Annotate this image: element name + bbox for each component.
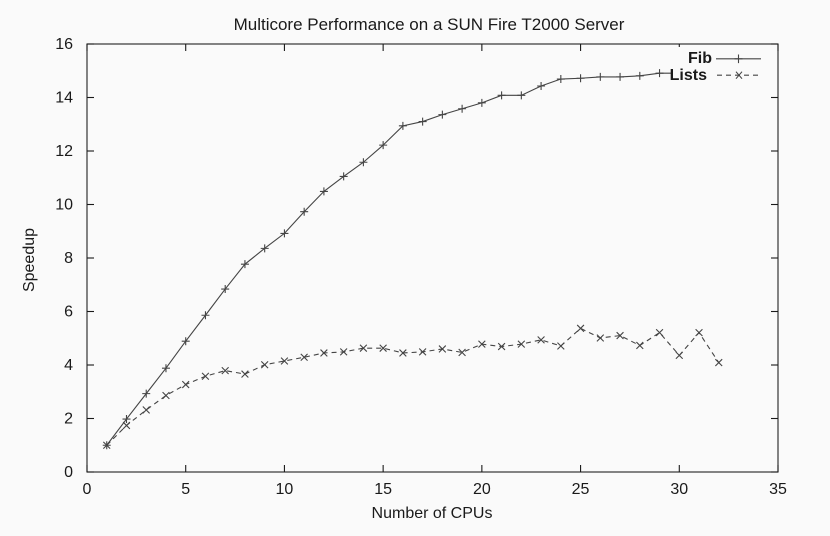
svg-text:4: 4 [64,357,73,374]
svg-text:25: 25 [572,481,590,498]
svg-text:6: 6 [64,304,73,321]
svg-text:0: 0 [83,481,92,498]
svg-text:10: 10 [276,481,294,498]
svg-text:14: 14 [55,90,73,107]
svg-text:Lists: Lists [670,67,707,84]
svg-text:Number of CPUs: Number of CPUs [372,505,493,522]
svg-text:12: 12 [55,143,73,160]
svg-text:20: 20 [473,481,491,498]
svg-text:35: 35 [769,481,787,498]
svg-text:10: 10 [55,197,73,214]
svg-text:0: 0 [64,464,73,481]
svg-text:Multicore Performance on a SUN: Multicore Performance on a SUN Fire T200… [234,15,625,34]
svg-text:5: 5 [181,481,190,498]
svg-text:8: 8 [64,250,73,267]
svg-text:30: 30 [670,481,688,498]
svg-text:16: 16 [55,36,73,53]
svg-text:15: 15 [374,481,392,498]
svg-text:Speedup: Speedup [21,228,38,292]
svg-text:2: 2 [64,411,73,428]
svg-text:Fib: Fib [688,50,712,67]
